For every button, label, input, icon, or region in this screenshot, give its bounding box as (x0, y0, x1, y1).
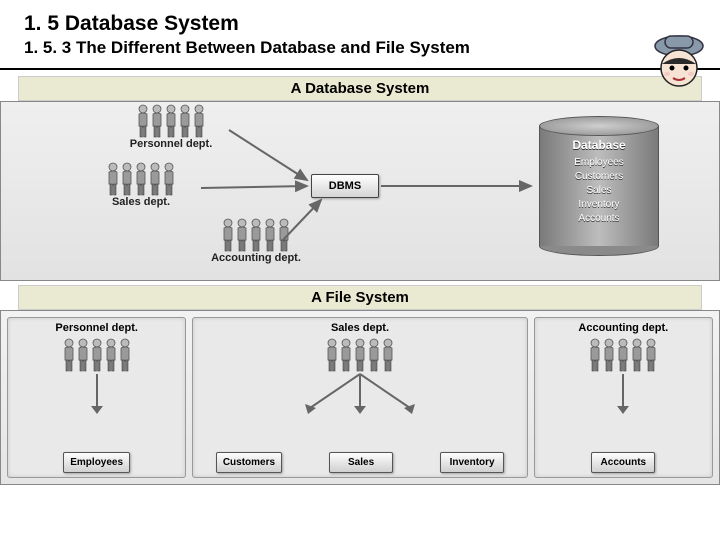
personnel-dept: Personnel dept. (111, 104, 231, 150)
page-subtitle: 1. 5. 3 The Different Between Database a… (24, 38, 696, 58)
db-item: Sales (539, 184, 659, 198)
dept-label: Personnel dept. (111, 138, 231, 150)
data-box: Sales (329, 452, 393, 473)
accounting-dept: Accounting dept. (191, 218, 321, 264)
page-title: 1. 5 Database System (24, 12, 696, 36)
header: 1. 5 Database System 1. 5. 3 The Differe… (0, 0, 720, 64)
sales-dept: Sales dept. (81, 162, 201, 208)
down-arrows-icon (270, 372, 450, 416)
data-box: Accounts (591, 452, 655, 473)
dbms-box: DBMS (311, 174, 379, 198)
database-cylinder-icon: Database Employees Customers Sales Inven… (539, 116, 659, 256)
db-item: Accounts (539, 212, 659, 226)
db-item: Inventory (539, 198, 659, 212)
people-group-icon (111, 104, 231, 138)
data-box: Employees (63, 452, 130, 473)
down-arrow-icon (87, 372, 107, 416)
dept-label: Accounting dept. (191, 252, 321, 264)
fs-col-personnel: Personnel dept. Employees (7, 317, 186, 478)
avatar-icon (648, 32, 710, 90)
data-box: Customers (216, 452, 282, 473)
db-item: Employees (539, 156, 659, 170)
database-system-panel: Personnel dept. Sales dept. Accounting d… (0, 101, 720, 281)
fs-col-sales: Sales dept. Customers Sales Inventory (192, 317, 527, 478)
fs-col-accounting: Accounting dept. Accounts (534, 317, 713, 478)
people-group-icon (62, 338, 132, 372)
people-group-icon (325, 338, 395, 372)
dept-label: Personnel dept. (55, 322, 138, 334)
people-group-icon (81, 162, 201, 196)
section2-title-bar: A File System (18, 285, 702, 310)
data-box: Inventory (440, 452, 504, 473)
dept-label: Sales dept. (331, 322, 389, 334)
down-arrow-icon (613, 372, 633, 416)
db-title: Database (539, 138, 659, 152)
dept-label: Accounting dept. (578, 322, 668, 334)
section1-title-bar: A Database System (18, 76, 702, 101)
divider (0, 68, 720, 70)
file-system-panel: Personnel dept. Employees Sales dept. Cu… (0, 310, 720, 485)
db-item: Customers (539, 170, 659, 184)
people-group-icon (191, 218, 321, 252)
dept-label: Sales dept. (81, 196, 201, 208)
people-group-icon (588, 338, 658, 372)
